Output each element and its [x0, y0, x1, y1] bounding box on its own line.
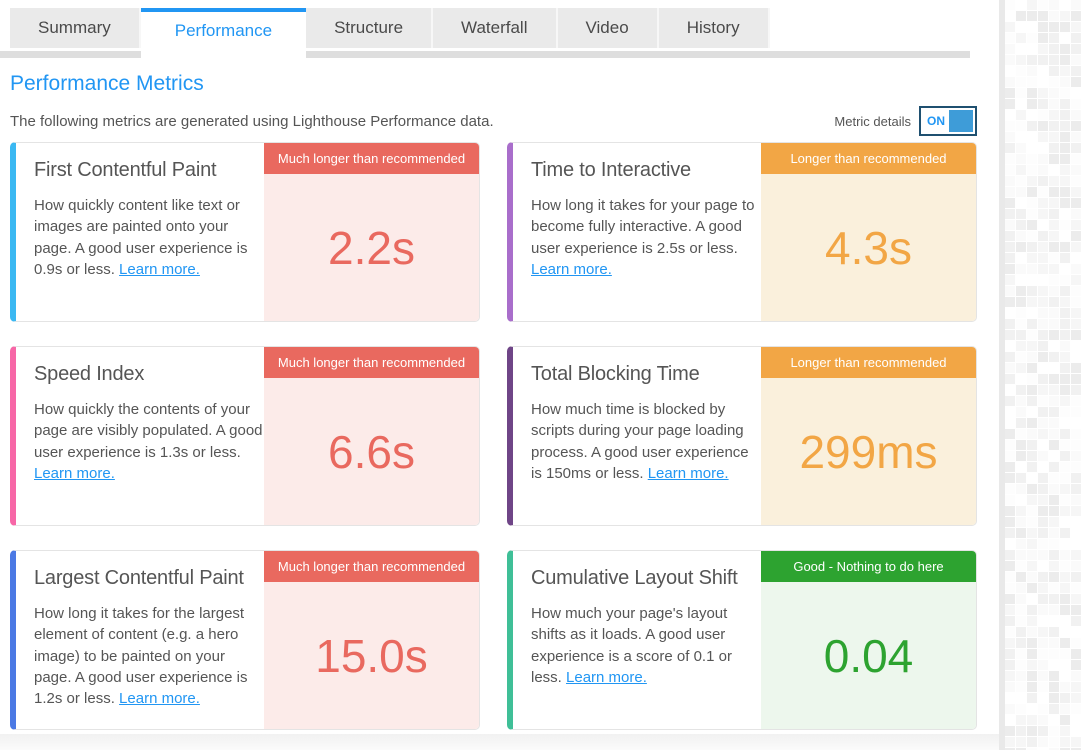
learn-more-link[interactable]: Learn more.: [566, 668, 647, 686]
card-speed-index: Speed Index How quickly the contents of …: [10, 346, 480, 526]
learn-more-link[interactable]: Learn more.: [34, 464, 115, 482]
card-text: Time to Interactive How long it takes fo…: [513, 143, 761, 321]
metric-description-text: How much your page's layout shifts as it…: [531, 605, 732, 686]
card-text: Speed Index How quickly the contents of …: [16, 347, 264, 525]
mosaic-background: [1005, 0, 1087, 750]
toggle-knob[interactable]: [949, 110, 973, 132]
page-gutter: [999, 0, 1005, 750]
metric-description: How much your page's layout shifts as it…: [531, 603, 761, 688]
metric-cards-grid: First Contentful Paint How quickly conte…: [10, 142, 999, 730]
tab-structure[interactable]: Structure: [306, 8, 434, 48]
metric-title: Speed Index: [34, 363, 145, 385]
metric-description: How long it takes for your page to becom…: [531, 195, 761, 280]
metric-value-panel: 15.0s: [264, 582, 479, 729]
learn-more-link[interactable]: Learn more.: [647, 464, 729, 482]
metric-value-panel: 299ms: [761, 378, 976, 525]
status-badge: Much longer than recommended: [264, 347, 479, 378]
metric-value: 6.6s: [328, 425, 415, 478]
status-badge: Much longer than recommended: [264, 143, 479, 174]
metric-description: How much time is blocked by scripts duri…: [531, 399, 761, 484]
status-badge: Longer than recommended: [761, 347, 976, 378]
tab-scroll-strip: [0, 51, 970, 58]
card-largest-contentful-paint: Largest Contentful Paint How long it tak…: [10, 550, 480, 730]
tab-performance[interactable]: Performance: [140, 8, 307, 58]
metric-title: First Contentful Paint: [34, 159, 217, 181]
metric-result: Longer than recommended 299ms: [761, 347, 976, 525]
metric-description-text: How quickly content like text or images …: [34, 197, 248, 278]
status-badge: Much longer than recommended: [264, 551, 479, 582]
toggle-state-text: ON: [927, 114, 945, 128]
metric-value-panel: 4.3s: [761, 174, 976, 321]
metric-value: 0.04: [823, 629, 914, 682]
metric-result: Longer than recommended 4.3s: [761, 143, 976, 321]
metric-result: Much longer than recommended 15.0s: [264, 551, 479, 729]
learn-more-link[interactable]: Learn more.: [119, 690, 200, 708]
tabs-row: Summary Performance Structure Waterfall …: [10, 8, 999, 58]
card-first-contentful-paint: First Contentful Paint How quickly conte…: [10, 142, 480, 322]
status-badge: Good - Nothing to do here: [761, 551, 976, 582]
page-subtitle: The following metrics are generated usin…: [10, 112, 494, 130]
card-time-to-interactive: Time to Interactive How long it takes fo…: [507, 142, 977, 322]
metric-title: Cumulative Layout Shift: [531, 567, 738, 589]
metric-description-text: How long it takes for the largest elemen…: [34, 605, 248, 708]
metric-value: 299ms: [799, 425, 938, 478]
card-total-blocking-time: Total Blocking Time How much time is blo…: [507, 346, 977, 526]
learn-more-link[interactable]: Learn more.: [531, 260, 612, 278]
metric-details-label: Metric details: [834, 113, 911, 129]
card-text: Largest Contentful Paint How long it tak…: [16, 551, 264, 729]
learn-more-link[interactable]: Learn more.: [119, 260, 200, 278]
metric-value-panel: 0.04: [761, 582, 976, 729]
metric-result: Much longer than recommended 2.2s: [264, 143, 479, 321]
tab-summary[interactable]: Summary: [10, 8, 141, 48]
metric-value: 4.3s: [825, 221, 912, 274]
page-title: Performance Metrics: [10, 72, 204, 95]
metric-result: Much longer than recommended 6.6s: [264, 347, 479, 525]
metric-description-text: How long it takes for your page to becom…: [531, 197, 755, 257]
tab-history[interactable]: History: [658, 8, 770, 48]
metric-value-panel: 6.6s: [264, 378, 479, 525]
card-text: First Contentful Paint How quickly conte…: [16, 143, 264, 321]
metric-description: How quickly the contents of your page ar…: [34, 399, 264, 484]
metric-description-text: How much time is blocked by scripts duri…: [531, 401, 749, 482]
card-text: Cumulative Layout Shift How much your pa…: [513, 551, 761, 729]
status-badge: Longer than recommended: [761, 143, 976, 174]
metric-details-control: Metric details ON: [834, 106, 977, 136]
metric-value: 15.0s: [315, 629, 428, 682]
main-content: Summary Performance Structure Waterfall …: [0, 8, 999, 750]
metric-description: How long it takes for the largest elemen…: [34, 603, 264, 709]
metric-details-toggle[interactable]: ON: [919, 106, 977, 136]
content-bottom-edge: [0, 734, 999, 750]
tab-video[interactable]: Video: [557, 8, 659, 48]
tab-bar: Summary Performance Structure Waterfall …: [0, 8, 999, 58]
metric-title: Time to Interactive: [531, 159, 691, 181]
card-cumulative-layout-shift: Cumulative Layout Shift How much your pa…: [507, 550, 977, 730]
metric-value: 2.2s: [328, 221, 415, 274]
card-text: Total Blocking Time How much time is blo…: [513, 347, 761, 525]
metric-title: Total Blocking Time: [531, 363, 700, 385]
metric-value-panel: 2.2s: [264, 174, 479, 321]
metric-description-text: How quickly the contents of your page ar…: [34, 401, 263, 461]
metric-result: Good - Nothing to do here 0.04: [761, 551, 976, 729]
metric-title: Largest Contentful Paint: [34, 567, 244, 589]
subtitle-row: The following metrics are generated usin…: [10, 106, 977, 136]
metric-description: How quickly content like text or images …: [34, 195, 264, 280]
tab-waterfall[interactable]: Waterfall: [433, 8, 558, 48]
